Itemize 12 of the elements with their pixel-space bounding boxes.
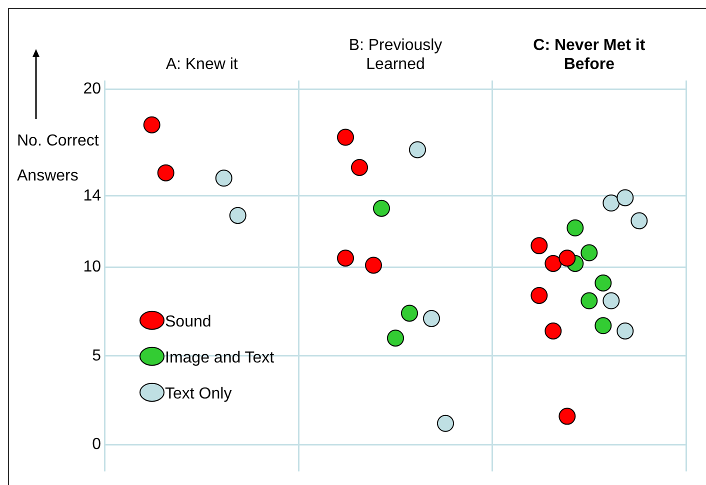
x-tick-label: C: Never Met it Before [533,37,646,74]
legend-label: Text Only [165,386,232,403]
y-tick-label: 10 [83,258,102,276]
x-tick-label: A: Knew it [166,56,238,74]
legend-label: Sound [165,314,212,331]
x-tick-label: B: Previously Learned [348,37,442,74]
y-tick-label: 20 [83,80,102,98]
y-tick-label: 5 [92,347,102,364]
y-tick-label: 0 [92,436,102,454]
y-axis-title: No. Correct Answers [17,132,100,184]
legend-label: Image and Text [165,350,275,367]
y-tick-label: 14 [83,187,102,204]
